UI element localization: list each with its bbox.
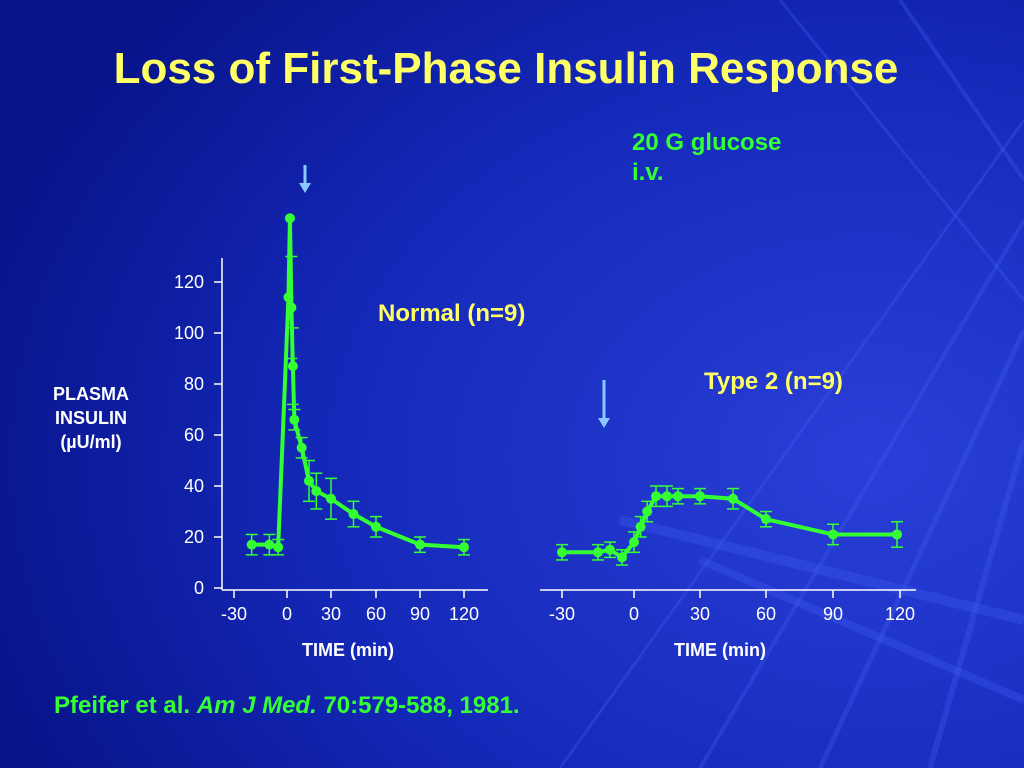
y-tick-label-120: 120 [174, 272, 204, 292]
x-tick-label-normal-90: 90 [410, 604, 430, 624]
x-axis-title-type2: TIME (min) [674, 640, 766, 660]
data-point-normal-8 [296, 442, 307, 453]
y-tick-label-0: 0 [194, 578, 204, 598]
x-tick-label-normal-120: 120 [449, 604, 479, 624]
glucose-annotation-line2: i.v. [632, 159, 664, 186]
data-point-normal-11 [326, 493, 336, 504]
citation: Pfeifer et al. Am J Med. 70:579-588, 198… [54, 692, 520, 720]
x-tick-label-type2-90: 90 [823, 604, 843, 624]
x-tick-label-normal-30: 30 [321, 604, 341, 624]
data-point-type2-2 [605, 544, 615, 555]
x-tick-label-type2-0: 0 [629, 604, 639, 624]
data-point-normal-7 [289, 414, 300, 425]
y-tick-label-60: 60 [184, 425, 204, 445]
data-point-type2-5 [635, 521, 646, 532]
data-point-normal-1 [264, 539, 275, 550]
x-tick-label-type2-30: 30 [690, 604, 710, 624]
data-point-normal-2 [273, 542, 284, 553]
x-tick-label-normal-60: 60 [366, 604, 386, 624]
data-point-type2-end [892, 529, 902, 540]
data-point-normal-5 [286, 302, 297, 313]
data-point-type2-6 [642, 506, 653, 517]
series-line-normal [251, 216, 465, 550]
data-point-normal-15 [459, 542, 469, 553]
data-point-normal-14 [415, 539, 425, 550]
x-tick-label-type2--30: -30 [549, 604, 575, 624]
y-axis-title-line2: INSULIN [55, 408, 127, 428]
data-point-normal-0 [246, 539, 257, 550]
data-point-type2-12 [761, 514, 771, 525]
y-axis-title: PLASMA INSULIN (µU/ml) [36, 382, 146, 454]
data-point-normal-6 [287, 361, 298, 372]
data-point-type2-8 [662, 491, 672, 502]
x-tick-label-normal--30: -30 [221, 604, 247, 624]
y-tick-label-40: 40 [184, 476, 204, 496]
data-point-normal-9 [304, 475, 314, 486]
glucose-annotation-line1: 20 G glucose [632, 129, 782, 156]
x-tick-label-type2-60: 60 [756, 604, 776, 624]
data-point-type2-0 [557, 547, 567, 558]
data-point-type2-1 [593, 547, 603, 558]
citation-authors: Pfeifer et al. [54, 692, 191, 719]
series-label-type2: Type 2 (n=9) [704, 368, 843, 395]
background-rays [558, 0, 1024, 768]
glucose-annotation: 20 G glucose i.v. [632, 128, 781, 188]
series-label-normal: Normal (n=9) [378, 300, 526, 327]
glucose-arrowhead-type2 [598, 418, 610, 428]
slide-title: Loss of First-Phase Insulin Response [113, 44, 899, 93]
data-point-type2-9 [673, 491, 683, 502]
y-axis-title-line1: PLASMA [53, 384, 129, 404]
data-point-normal-13 [371, 521, 381, 532]
data-point-type2-10 [695, 491, 705, 502]
y-tick-label-20: 20 [184, 527, 204, 547]
data-point-normal-4 [284, 213, 295, 224]
x-tick-label-type2-120: 120 [885, 604, 915, 624]
glucose-arrowhead-normal [299, 183, 311, 193]
data-point-type2-13 [828, 529, 838, 540]
x-axis-title-normal: TIME (min) [302, 640, 394, 660]
data-point-normal-10 [311, 486, 322, 497]
y-tick-label-100: 100 [174, 323, 204, 343]
data-point-normal-12 [348, 509, 359, 520]
citation-details: 70:579-588, 1981. [323, 692, 520, 719]
citation-journal: Am J Med. [196, 692, 317, 719]
y-axis-title-line3: (µU/ml) [60, 432, 122, 452]
data-point-type2-4 [629, 537, 639, 548]
y-tick-label-80: 80 [184, 374, 204, 394]
data-point-type2-3 [617, 552, 627, 563]
data-point-type2-7 [651, 491, 661, 502]
data-point-type2-11 [728, 493, 738, 504]
x-tick-label-normal-0: 0 [282, 604, 292, 624]
